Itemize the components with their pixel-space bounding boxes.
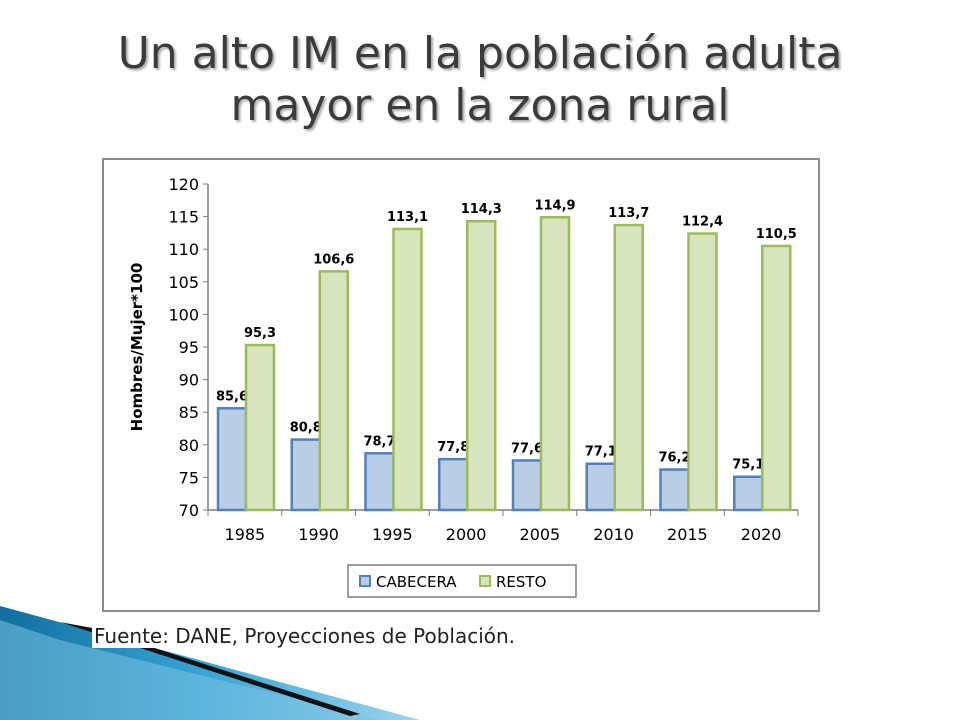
y-tick-label: 115 (168, 208, 199, 227)
bar-cabecera (585, 462, 616, 512)
data-label-resto: 114,3 (461, 202, 502, 217)
data-label-cabecera: 80,8 (290, 421, 322, 436)
decor-light-wedge (0, 620, 380, 720)
bar-cabecera (438, 457, 469, 512)
bar-resto (687, 232, 718, 512)
data-label-cabecera: 78,7 (363, 434, 395, 449)
legend-box (347, 564, 577, 598)
data-label-resto: 113,1 (387, 210, 428, 225)
legend-swatch-cabecera (359, 575, 371, 587)
bar-resto (613, 223, 644, 512)
data-label-cabecera: 77,6 (511, 441, 543, 456)
title-line-2: mayor en la zona rural (230, 80, 730, 131)
bar-resto (539, 216, 571, 512)
x-tick-label: 1985 (225, 525, 266, 544)
data-label-resto: 95,3 (244, 326, 276, 341)
y-tick-label: 80 (179, 436, 199, 455)
x-tick-label: 2000 (446, 525, 487, 544)
bar-resto (392, 227, 423, 512)
y-tick-label: 100 (168, 305, 199, 324)
bar-cabecera (364, 452, 395, 512)
data-label-cabecera: 77,1 (585, 445, 617, 460)
data-label-resto: 114,9 (534, 198, 575, 213)
x-tick-label: 2015 (667, 525, 708, 544)
data-label-resto: 113,7 (608, 206, 649, 221)
x-tick-label: 2020 (741, 525, 782, 544)
data-label-resto: 106,6 (313, 252, 354, 267)
y-tick-label: 95 (179, 338, 199, 357)
bar-resto (244, 343, 276, 512)
y-tick-label: 120 (168, 175, 199, 194)
y-tick-label: 85 (179, 403, 199, 422)
x-tick-label: 2005 (520, 525, 561, 544)
data-label-resto: 112,4 (682, 215, 723, 230)
source-note: Fuente: DANE, Proyecciones de Población. (92, 624, 522, 648)
x-tick-label: 1995 (372, 525, 413, 544)
bar-cabecera (216, 407, 248, 512)
bar-chart: 70 75 80 85 90 95 100 105 110 115 120 Hombres/Mujer… (128, 175, 799, 598)
data-label-cabecera: 77,8 (437, 440, 469, 455)
y-tick-label: 75 (179, 468, 199, 487)
page-title: Un alto IM en la población adulta mayor … (0, 28, 960, 132)
bar-cabecera (290, 438, 321, 512)
y-tick-label: 70 (179, 501, 199, 520)
data-label-cabecera: 75,1 (732, 458, 764, 473)
chart-frame: 70 75 80 85 90 95 100 105 110 115 120 Hombres/Mujer… (102, 158, 820, 612)
y-tick-label: 110 (168, 240, 199, 259)
bar-cabecera (511, 459, 543, 512)
y-tick-label: 90 (179, 371, 199, 390)
data-label-cabecera: 76,2 (658, 451, 690, 466)
x-tick-label: 1990 (298, 525, 339, 544)
y-tick-label: 105 (168, 273, 199, 292)
bar-resto (318, 270, 349, 512)
legend-label-cabecera: CABECERA (376, 573, 457, 591)
bar-cabecera (733, 475, 764, 512)
legend-label-resto: RESTO (496, 573, 546, 591)
bar-cabecera (659, 468, 690, 512)
x-tick-label: 2010 (593, 525, 634, 544)
legend-swatch-resto (479, 575, 491, 587)
title-line-1: Un alto IM en la población adulta (117, 28, 843, 79)
data-label-resto: 110,5 (756, 227, 797, 242)
bar-resto (466, 219, 497, 512)
data-label-cabecera: 85,6 (216, 389, 248, 404)
y-axis-title: Hombres/Mujer*100 (128, 263, 146, 432)
bar-resto (761, 244, 792, 512)
